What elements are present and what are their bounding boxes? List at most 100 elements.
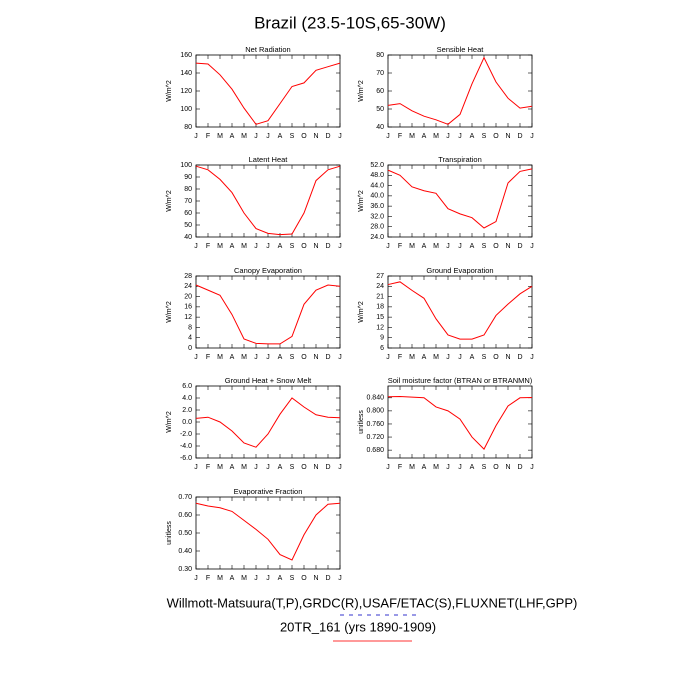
x-tick-label: F	[398, 464, 402, 471]
panel-title: Transpiration	[438, 155, 482, 164]
y-tick-label: 40	[184, 234, 192, 241]
x-tick-label: J	[266, 243, 270, 250]
panel-title: Ground Heat + Snow Melt	[225, 376, 312, 385]
x-tick-label: A	[278, 464, 283, 471]
y-tick-label: 0.680	[366, 447, 384, 454]
y-tick-label: 0.60	[178, 512, 192, 519]
y-tick-label: 0.840	[366, 395, 384, 402]
y-tick-label: -2.0	[180, 431, 192, 438]
y-tick-label: 6	[380, 345, 384, 352]
y-tick-label: 28.0	[370, 224, 384, 231]
panel-title: Net Radiation	[245, 45, 290, 54]
y-tick-label: 52.0	[370, 162, 384, 169]
panel-title: Soil moisture factor (BTRAN or BTRANMN)	[388, 376, 533, 385]
x-tick-label: A	[278, 354, 283, 361]
y-tick-label: 90	[184, 174, 192, 181]
x-tick-label: N	[505, 133, 510, 140]
x-tick-label: M	[241, 243, 247, 250]
y-tick-label: 0.30	[178, 566, 192, 573]
data-line	[195, 284, 341, 345]
x-tick-label: M	[409, 243, 415, 250]
y-tick-label: 18	[376, 304, 384, 311]
plot-frame	[195, 385, 341, 459]
x-tick-label: O	[493, 354, 499, 361]
x-tick-label: J	[446, 354, 450, 361]
x-tick-label: M	[241, 354, 247, 361]
x-tick-label: M	[241, 133, 247, 140]
x-tick-label: A	[278, 133, 283, 140]
figure-title: Brazil (23.5-10S,65-30W)	[254, 13, 446, 32]
x-tick-label: D	[325, 243, 330, 250]
x-tick-label: J	[458, 354, 462, 361]
x-tick-label: S	[290, 243, 295, 250]
x-tick-label: N	[313, 464, 318, 471]
y-tick-label: 16	[184, 304, 192, 311]
y-tick-label: 24	[376, 283, 384, 290]
x-tick-label: J	[254, 133, 258, 140]
x-tick-label: F	[398, 354, 402, 361]
x-tick-label: J	[446, 243, 450, 250]
x-tick-label: D	[517, 354, 522, 361]
y-tick-label: 70	[376, 70, 384, 77]
x-tick-label: J	[530, 243, 534, 250]
x-tick-label: J	[386, 243, 390, 250]
x-tick-label: A	[230, 354, 235, 361]
x-tick-label: D	[325, 354, 330, 361]
panel-title: Latent Heat	[249, 155, 289, 164]
plot-frame	[195, 54, 341, 128]
x-tick-label: J	[266, 575, 270, 582]
x-tick-label: S	[290, 133, 295, 140]
data-line	[195, 502, 341, 561]
x-tick-label: N	[505, 464, 510, 471]
plot-frame	[387, 385, 533, 459]
data-line	[195, 62, 341, 125]
x-tick-label: O	[493, 133, 499, 140]
y-tick-label: 0.70	[178, 494, 192, 501]
x-tick-label: N	[313, 133, 318, 140]
x-tick-label: J	[446, 133, 450, 140]
x-tick-label: F	[206, 354, 210, 361]
x-tick-label: M	[217, 464, 223, 471]
x-tick-label: A	[470, 354, 475, 361]
x-tick-label: O	[301, 133, 307, 140]
y-tick-label: 0.0	[182, 419, 192, 426]
plot-frame	[387, 54, 533, 128]
x-tick-label: A	[422, 243, 427, 250]
y-tick-label: 44.0	[370, 182, 384, 189]
data-line	[387, 281, 533, 340]
x-tick-label: S	[290, 464, 295, 471]
x-tick-label: J	[530, 354, 534, 361]
y-tick-label: 50	[376, 106, 384, 113]
x-tick-label: F	[398, 243, 402, 250]
x-tick-label: D	[325, 575, 330, 582]
y-tick-label: 28	[184, 273, 192, 280]
x-tick-label: A	[278, 575, 283, 582]
x-tick-label: J	[386, 464, 390, 471]
x-tick-label: J	[458, 133, 462, 140]
y-tick-label: 4	[188, 335, 192, 342]
y-tick-label: 40.0	[370, 193, 384, 200]
y-tick-label: 60	[376, 88, 384, 95]
y-tick-label: 0.720	[366, 434, 384, 441]
data-line	[387, 395, 533, 451]
x-tick-label: M	[409, 354, 415, 361]
y-tick-label: 0.800	[366, 408, 384, 415]
y-tick-label: 12	[376, 324, 384, 331]
x-tick-label: J	[338, 464, 342, 471]
x-tick-label: S	[290, 354, 295, 361]
y-tick-label: 8	[188, 324, 192, 331]
footnote: Willmott-Matsuura(T,P),GRDC(R),USAF/ETAC…	[167, 595, 578, 610]
x-tick-label: A	[422, 464, 427, 471]
plot-frame	[195, 164, 341, 238]
x-tick-label: S	[482, 354, 487, 361]
x-tick-label: M	[217, 575, 223, 582]
panel-title: Sensible Heat	[437, 45, 485, 54]
x-tick-label: F	[206, 464, 210, 471]
x-tick-label: J	[194, 464, 198, 471]
x-tick-label: M	[409, 133, 415, 140]
data-line	[195, 165, 341, 236]
x-tick-label: S	[482, 464, 487, 471]
y-tick-label: 140	[180, 70, 192, 77]
x-tick-label: J	[530, 464, 534, 471]
